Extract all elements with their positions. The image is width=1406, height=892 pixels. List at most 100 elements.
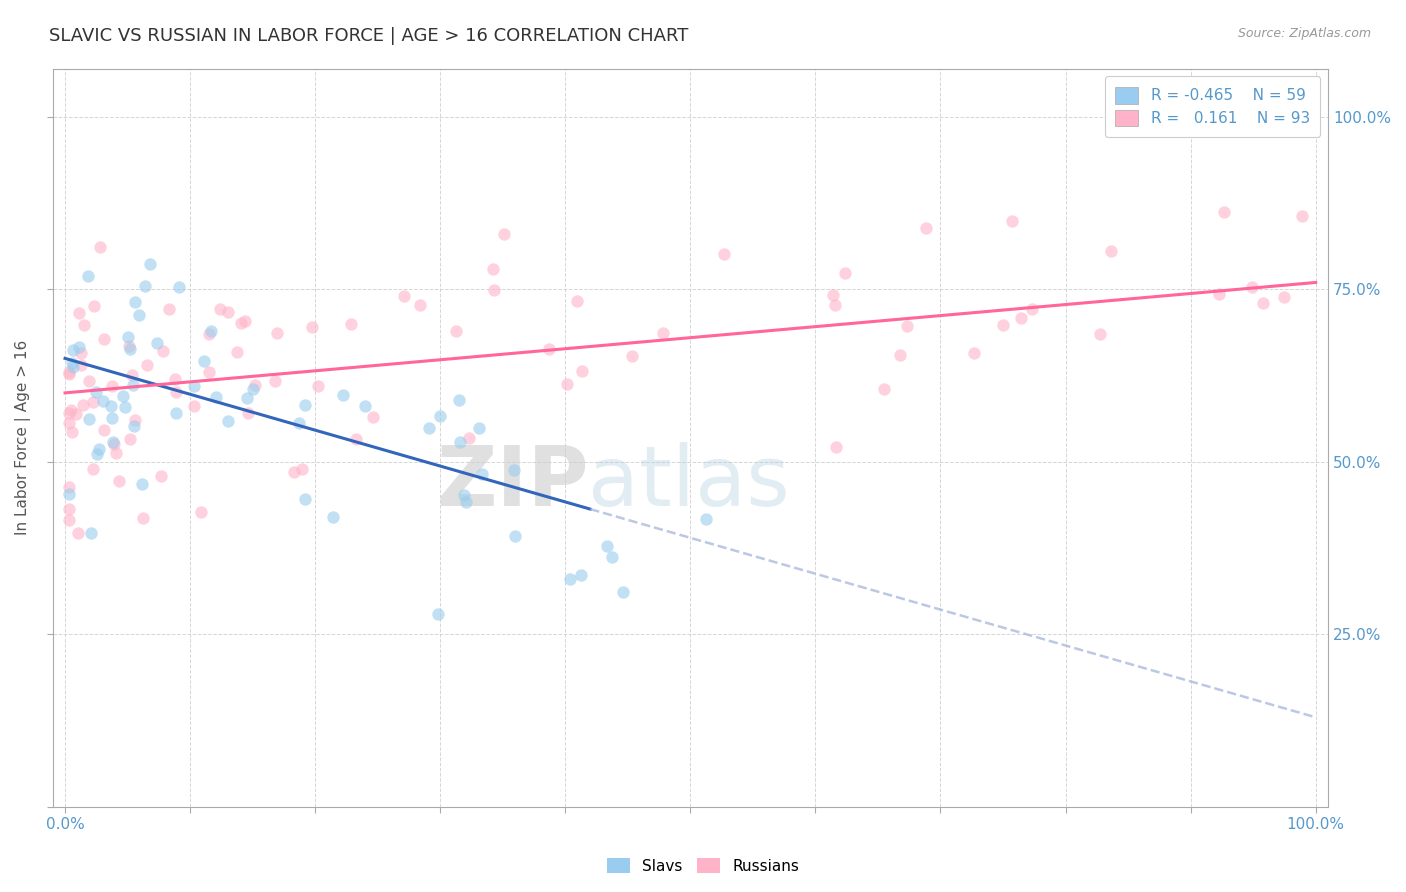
Point — [458, 431, 481, 445]
Point — [136, 358, 159, 372]
Point — [80, 526, 103, 541]
Point — [361, 409, 384, 424]
Point — [873, 382, 896, 396]
Point — [209, 302, 232, 317]
Point — [1208, 287, 1230, 301]
Point — [62, 359, 84, 374]
Point — [896, 318, 918, 333]
Point — [114, 401, 136, 415]
Point — [107, 474, 129, 488]
Point — [558, 572, 581, 586]
Point — [82, 395, 104, 409]
Point — [824, 298, 846, 312]
Point — [84, 384, 107, 399]
Point — [596, 539, 619, 553]
Point — [190, 505, 212, 519]
Point — [87, 442, 110, 456]
Point — [121, 368, 143, 382]
Point — [121, 378, 143, 392]
Point — [1001, 214, 1024, 228]
Point — [58, 406, 80, 420]
Point — [429, 409, 451, 423]
Point — [124, 295, 146, 310]
Point — [72, 398, 94, 412]
Point — [242, 382, 264, 396]
Point — [118, 339, 141, 353]
Point — [962, 346, 984, 360]
Point — [288, 416, 311, 430]
Point — [482, 262, 505, 277]
Point — [149, 468, 172, 483]
Point — [444, 324, 467, 338]
Point — [652, 326, 675, 341]
Point — [105, 446, 128, 460]
Point — [695, 512, 717, 526]
Point — [58, 501, 80, 516]
Point — [89, 240, 111, 254]
Point — [454, 495, 477, 509]
Point — [409, 298, 432, 312]
Point — [132, 511, 155, 525]
Y-axis label: In Labor Force | Age > 16: In Labor Force | Age > 16 — [15, 340, 31, 535]
Point — [83, 299, 105, 313]
Point — [1099, 244, 1122, 258]
Point — [131, 477, 153, 491]
Point — [503, 529, 526, 543]
Point — [100, 410, 122, 425]
Point — [453, 487, 475, 501]
Point — [73, 318, 96, 333]
Point — [229, 316, 252, 330]
Point — [565, 293, 588, 308]
Point — [77, 411, 100, 425]
Point — [238, 406, 260, 420]
Point — [494, 227, 516, 241]
Point — [236, 391, 259, 405]
Point — [120, 432, 142, 446]
Point — [824, 440, 846, 454]
Point — [834, 266, 856, 280]
Point — [58, 480, 80, 494]
Point — [354, 399, 377, 413]
Point — [193, 353, 215, 368]
Point — [82, 462, 104, 476]
Point — [1090, 326, 1112, 341]
Point — [418, 421, 440, 435]
Point — [821, 288, 844, 302]
Point — [1272, 290, 1295, 304]
Point — [152, 344, 174, 359]
Point — [205, 391, 228, 405]
Point — [67, 340, 90, 354]
Point — [93, 332, 115, 346]
Point — [449, 392, 471, 407]
Point — [58, 365, 80, 379]
Point — [217, 305, 239, 319]
Point — [426, 607, 449, 621]
Point — [266, 326, 288, 341]
Point — [571, 568, 593, 582]
Point — [58, 416, 80, 430]
Legend: Slavs, Russians: Slavs, Russians — [600, 852, 806, 880]
Point — [1251, 296, 1274, 310]
Point — [58, 513, 80, 527]
Text: Source: ZipAtlas.com: Source: ZipAtlas.com — [1237, 27, 1371, 40]
Point — [217, 414, 239, 428]
Point — [183, 400, 205, 414]
Point — [235, 314, 257, 328]
Point — [86, 447, 108, 461]
Point — [77, 268, 100, 283]
Point — [146, 335, 169, 350]
Point — [332, 388, 354, 402]
Point — [612, 584, 634, 599]
Point — [163, 372, 186, 386]
Point — [340, 318, 363, 332]
Point — [58, 487, 80, 501]
Point — [165, 385, 187, 400]
Point — [159, 301, 181, 316]
Point — [471, 467, 494, 482]
Point — [101, 379, 124, 393]
Point — [111, 389, 134, 403]
Point — [200, 324, 222, 338]
Point — [167, 280, 190, 294]
Point — [124, 413, 146, 427]
Point — [322, 510, 344, 524]
